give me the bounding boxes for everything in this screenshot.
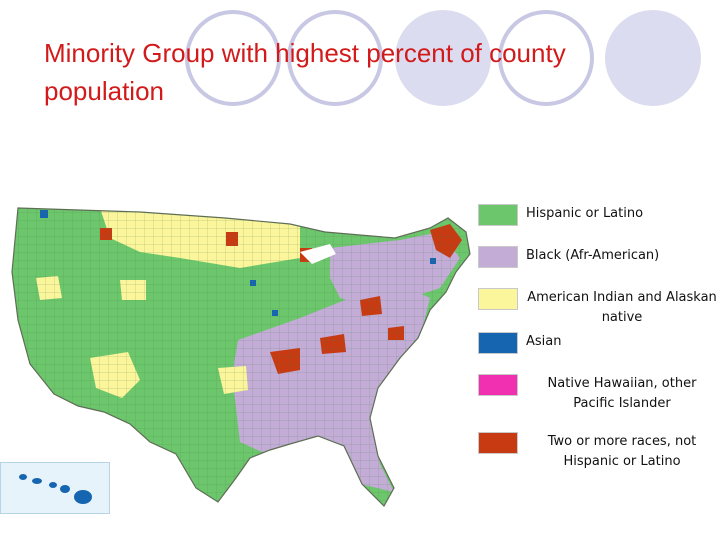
legend-swatch-american-indian	[478, 288, 518, 310]
deco-circle	[498, 10, 594, 106]
legend-label-hispanic: Hispanic or Latino	[526, 206, 644, 221]
great-lakes	[300, 244, 336, 264]
legend-swatch-black	[478, 246, 518, 268]
legend-label-two-or-more: Two or more races, not Hispanic or Latin…	[547, 434, 697, 469]
legend-swatch-two-or-more	[478, 432, 518, 454]
hawaii-inset	[0, 462, 110, 514]
deco-circle	[605, 10, 701, 106]
us-county-map	[11, 207, 471, 507]
legend-label-black: Black (Afr-American)	[526, 248, 660, 263]
decorative-circles	[185, 10, 701, 106]
hawaii-islands	[19, 474, 92, 504]
map-legend: Hispanic or Latino Black (Afr-American) …	[478, 204, 720, 494]
deco-circle	[395, 10, 491, 106]
legend-label-asian: Asian	[526, 334, 562, 349]
deco-circle	[185, 10, 281, 106]
legend-label-american-indian: American Indian and Alaskan native	[527, 290, 717, 325]
legend-swatch-hispanic	[478, 204, 518, 226]
legend-swatch-native-hawaiian	[478, 374, 518, 396]
legend-label-native-hawaiian: Native Hawaiian, other Pacific Islander	[547, 376, 697, 411]
us-outline	[11, 207, 471, 507]
slide-title: Minority Group with highest percent of c…	[44, 38, 566, 106]
legend-swatch-asian	[478, 332, 518, 354]
deco-circle	[287, 10, 383, 106]
